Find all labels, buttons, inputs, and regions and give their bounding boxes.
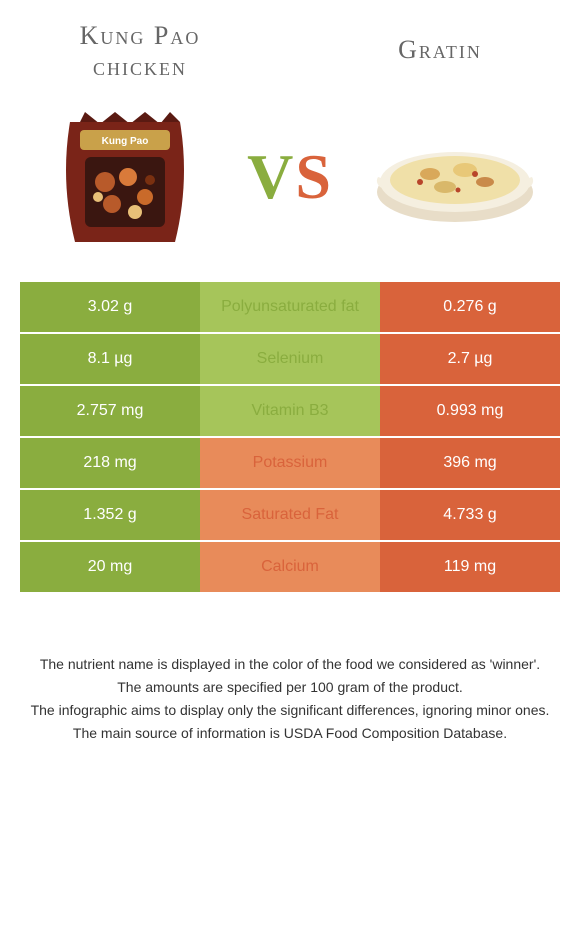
nutrition-table: 3.02 gPolyunsaturated fat0.276 g8.1 µgSe… (20, 282, 560, 594)
table-row: 2.757 mgVitamin B30.993 mg (20, 386, 560, 438)
left-value: 218 mg (20, 438, 200, 488)
table-row: 3.02 gPolyunsaturated fat0.276 g (20, 282, 560, 334)
table-row: 218 mgPotassium396 mg (20, 438, 560, 490)
nutrient-label: Calcium (200, 542, 380, 592)
vs-v: V (247, 141, 295, 212)
nutrient-label: Selenium (200, 334, 380, 384)
right-value: 2.7 µg (380, 334, 560, 384)
left-value: 3.02 g (20, 282, 200, 332)
kung-pao-package-icon: Kung Pao (50, 102, 200, 252)
footer-line: The infographic aims to display only the… (20, 700, 560, 721)
right-title: Gratin (398, 35, 482, 64)
left-value: 1.352 g (20, 490, 200, 540)
left-title-line2: chicken (93, 52, 187, 81)
vs-s: S (295, 141, 333, 212)
right-food-image (370, 102, 540, 252)
footer-line: The main source of information is USDA F… (20, 723, 560, 744)
footer-notes: The nutrient name is displayed in the co… (0, 594, 580, 766)
table-row: 1.352 gSaturated Fat4.733 g (20, 490, 560, 542)
svg-text:Kung Pao: Kung Pao (102, 136, 149, 147)
table-row: 8.1 µgSelenium2.7 µg (20, 334, 560, 386)
right-value: 119 mg (380, 542, 560, 592)
left-value: 8.1 µg (20, 334, 200, 384)
right-value: 396 mg (380, 438, 560, 488)
left-food-title: Kung Pao chicken (40, 20, 240, 82)
right-value: 4.733 g (380, 490, 560, 540)
images-row: Kung Pao VS (0, 92, 580, 282)
footer-line: The amounts are specified per 100 gram o… (20, 677, 560, 698)
nutrient-label: Saturated Fat (200, 490, 380, 540)
nutrient-label: Potassium (200, 438, 380, 488)
right-food-title: Gratin (340, 20, 540, 82)
nutrient-label: Polyunsaturated fat (200, 282, 380, 332)
vs-label: VS (247, 140, 333, 214)
nutrient-label: Vitamin B3 (200, 386, 380, 436)
table-row: 20 mgCalcium119 mg (20, 542, 560, 594)
right-value: 0.276 g (380, 282, 560, 332)
left-food-image: Kung Pao (40, 102, 210, 252)
footer-line: The nutrient name is displayed in the co… (20, 654, 560, 675)
left-value: 2.757 mg (20, 386, 200, 436)
left-title-line1: Kung Pao (80, 21, 201, 50)
right-value: 0.993 mg (380, 386, 560, 436)
left-value: 20 mg (20, 542, 200, 592)
header: Kung Pao chicken Gratin (0, 0, 580, 92)
gratin-dish-icon (370, 122, 540, 232)
